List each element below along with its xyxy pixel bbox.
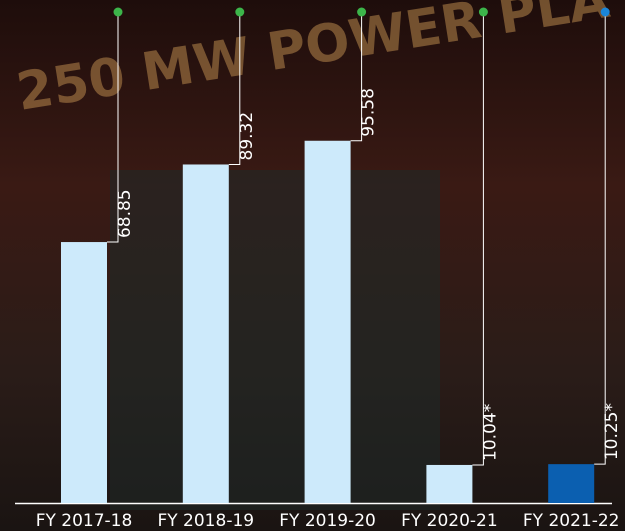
leader-line	[350, 12, 363, 142]
x-tick-label: FY 2018-19	[157, 511, 254, 531]
value-label: 10.04*	[480, 404, 500, 461]
value-label: 89.32	[237, 112, 257, 161]
bar	[61, 242, 107, 503]
bar	[548, 464, 595, 503]
panel-photo	[110, 170, 440, 510]
value-label: 95.58	[359, 88, 379, 137]
leader-dot	[600, 7, 610, 17]
value-label: 10.25*	[602, 403, 622, 460]
leader-line	[594, 12, 606, 465]
leader-dot	[235, 7, 245, 17]
bar	[304, 140, 351, 503]
leader-line	[472, 12, 484, 466]
x-tick-label: FY 2017-18	[36, 511, 133, 531]
leader-line	[228, 12, 241, 165]
bar	[426, 464, 473, 503]
leader-dot	[478, 7, 488, 17]
x-tick-label: FY 2021-22	[523, 511, 620, 531]
bar	[182, 164, 229, 503]
leader-line	[107, 12, 119, 243]
x-tick-label: FY 2020-21	[401, 511, 498, 531]
leader-dot	[113, 7, 123, 17]
x-tick-label: FY 2019-20	[279, 511, 376, 531]
leader-dot	[357, 7, 367, 17]
value-label: 68.85	[115, 189, 135, 238]
